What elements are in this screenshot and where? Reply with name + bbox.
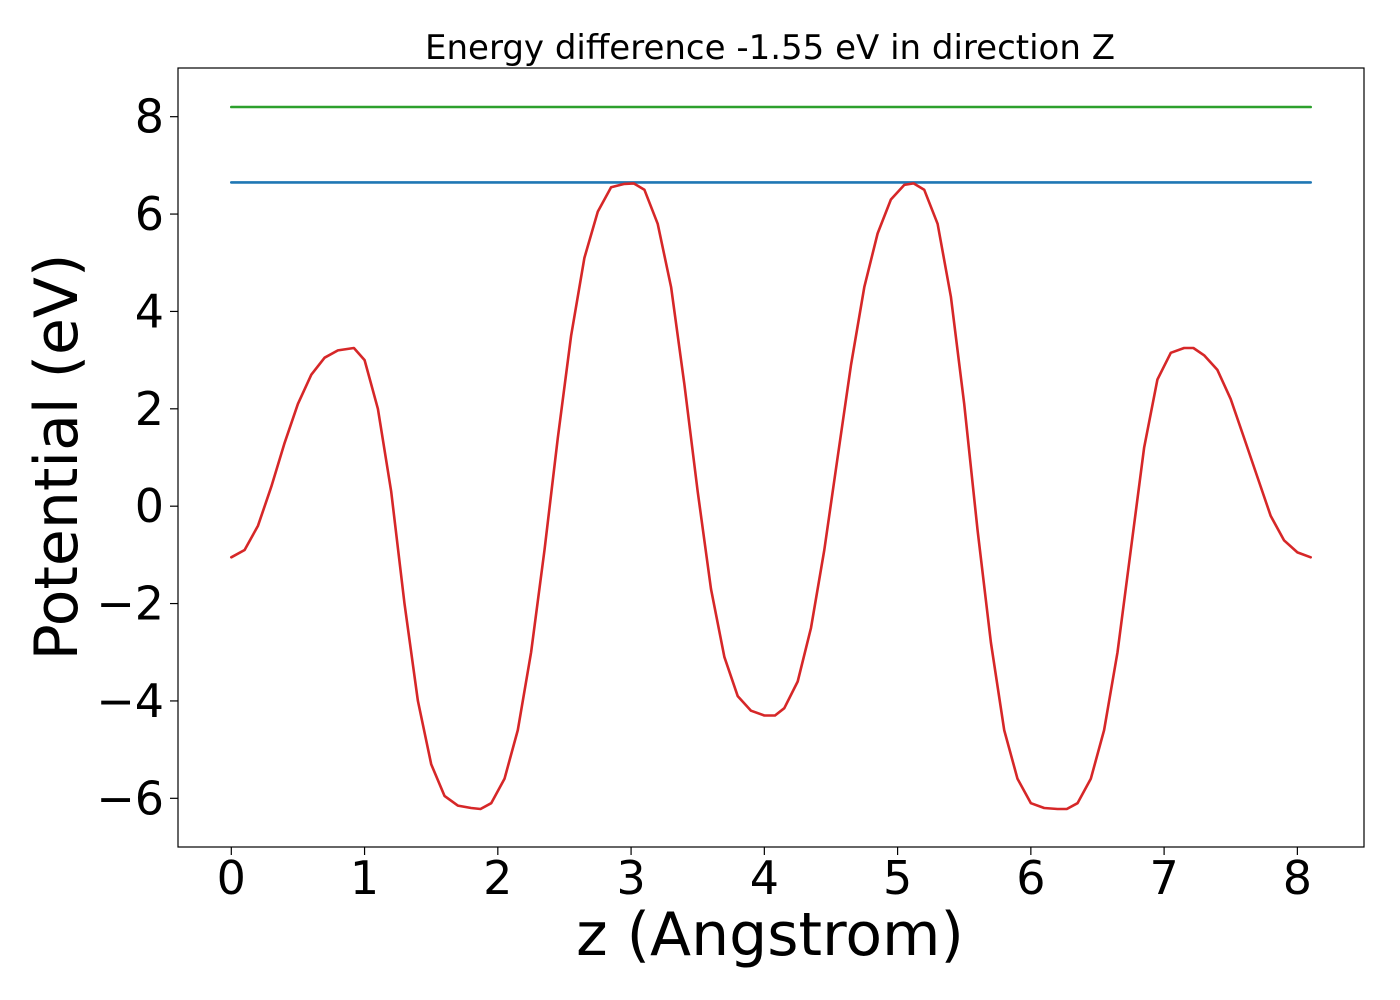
y-axis-label: Potential (eV) [22, 254, 92, 661]
x-tick-label-1: 1 [350, 851, 379, 905]
x-tick-label-2: 2 [483, 851, 512, 905]
y-tick-label-4: 2 [135, 382, 164, 436]
y-tick-label-1: −4 [96, 674, 164, 728]
series-line-2 [230, 182, 1312, 811]
x-axis-label: z (Angstrom) [576, 900, 964, 970]
y-tick-label-2: −2 [96, 577, 164, 631]
y-tick-label-5: 4 [135, 284, 164, 338]
x-tick-label-5: 5 [883, 851, 912, 905]
chart-title: Energy difference -1.55 eV in direction … [425, 28, 1115, 68]
x-tick-label-8: 8 [1283, 851, 1312, 905]
x-axis: 0 1 2 3 4 5 6 7 8 [217, 847, 1312, 905]
y-tick-label-3: 0 [135, 479, 164, 533]
y-tick-label-7: 8 [135, 90, 164, 144]
x-tick-label-0: 0 [217, 851, 246, 905]
x-tick-label-3: 3 [616, 851, 645, 905]
y-axis: −6 −4 −2 0 2 4 6 8 [96, 90, 178, 825]
y-tick-label-0: −6 [96, 771, 164, 825]
plot-frame [177, 67, 1365, 848]
series-layer [230, 105, 1312, 811]
x-tick-label-4: 4 [750, 851, 779, 905]
y-tick-label-6: 6 [135, 187, 164, 241]
x-tick-label-7: 7 [1149, 851, 1178, 905]
x-tick-label-6: 6 [1016, 851, 1045, 905]
